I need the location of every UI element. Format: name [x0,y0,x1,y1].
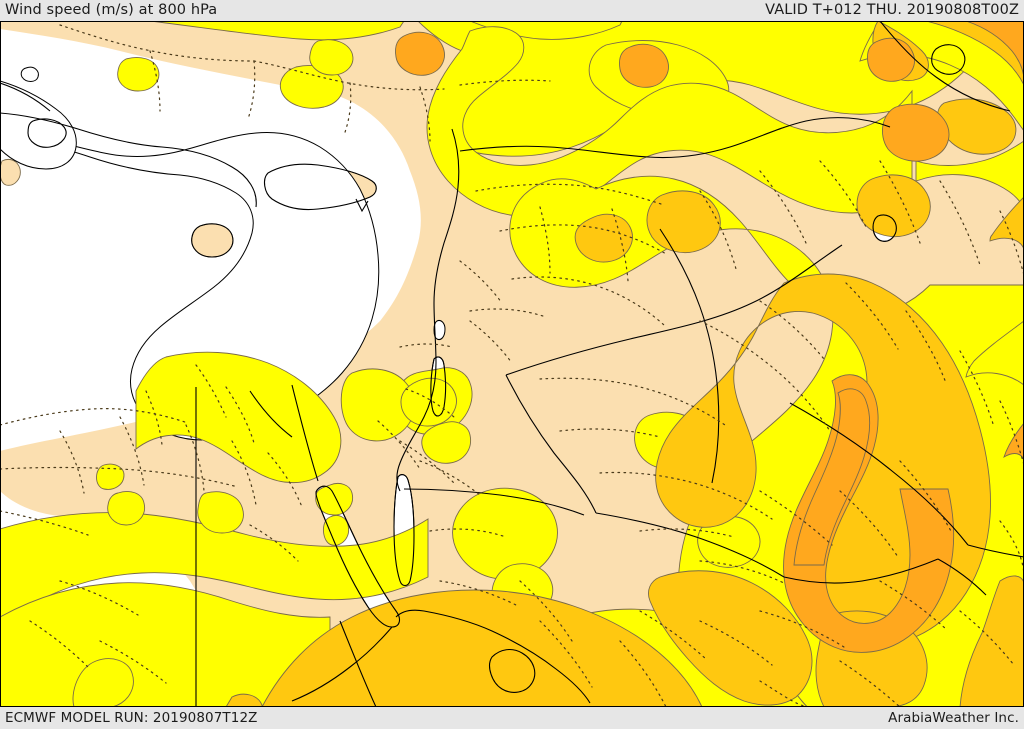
map-viewport[interactable] [0,21,1024,707]
page-title: Wind speed (m/s) at 800 hPa [5,2,218,18]
contour-band-gold [225,21,1024,707]
valid-time-label: VALID T+012 THU. 20190808T00Z [765,2,1019,18]
coastlines-and-borders [0,21,1024,707]
model-run-label: ECMWF MODEL RUN: 20190807T12Z [5,710,258,726]
dotted-admin-borders [0,24,1024,707]
footer-bar: ECMWF MODEL RUN: 20190807T12Z ArabiaWeat… [0,707,1024,729]
weather-contour-map[interactable] [0,21,1024,707]
provider-label: ArabiaWeather Inc. [888,710,1019,726]
contour-band-orange [395,21,1024,653]
header-bar: Wind speed (m/s) at 800 hPa VALID T+012 … [0,0,1024,21]
